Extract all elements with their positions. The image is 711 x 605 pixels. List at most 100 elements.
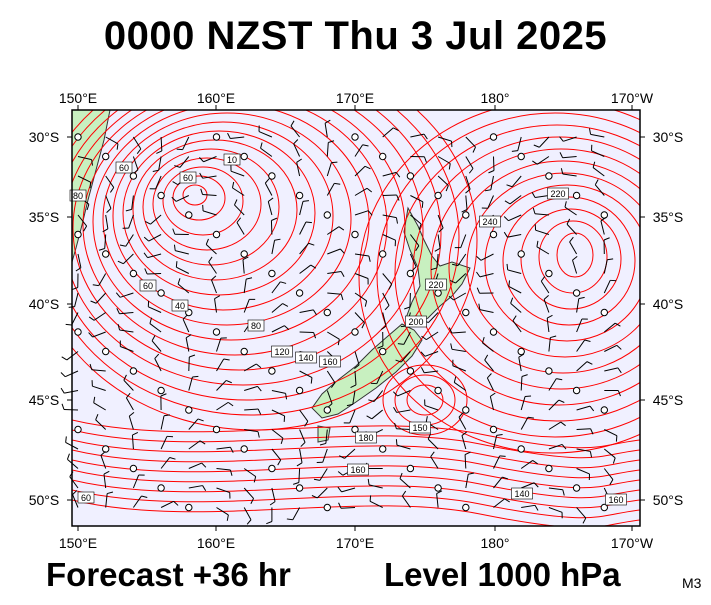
wind-barb-calm [463,212,469,218]
wind-barb-calm [601,407,607,413]
wind-barb-calm [103,153,109,159]
contour-label: 60 [143,281,153,291]
wind-barb-calm [296,387,302,393]
wind-barb-calm [435,192,441,198]
lon-label-bottom-170w: 170°W [611,535,654,551]
wind-barb-calm [241,251,247,257]
wind-barb-flag [507,264,508,270]
wind-barb-calm [103,348,109,354]
wind-barb-calm [573,485,579,491]
wind-barb-calm [380,153,386,159]
wind-barb-calm [75,329,81,335]
lat-label-left-30s: 30°S [29,129,60,145]
wind-barb-calm [186,504,192,510]
wind-barb-calm [490,134,496,140]
wind-barb-calm [75,134,81,140]
contour-label: 200 [408,317,423,327]
wind-barb-calm [463,407,469,413]
wind-barb-calm [158,192,164,198]
wind-barb-flag [192,376,198,377]
contour-label: 60 [183,173,193,183]
lon-label-top-170e: 170°E [336,90,374,106]
contour-label: 160 [322,357,337,367]
wind-barb-flag [61,388,64,393]
contour-label: 120 [274,347,289,357]
wind-barb-calm [352,134,358,140]
wind-barb-calm [324,504,330,510]
wind-barb-flag [62,404,64,410]
wind-barb-flag [67,454,69,460]
wind-barb-calm [380,348,386,354]
contour-label: 80 [251,321,261,331]
contour-label: 40 [175,301,185,311]
wind-barb-calm [463,309,469,315]
lon-label-top-170w: 170°W [611,90,654,106]
wind-barb-flag [66,324,72,325]
lon-label-bottom-170e: 170°E [336,535,374,551]
wind-barb-calm [103,446,109,452]
contour-label: 180 [358,433,373,443]
wind-barb-calm [601,212,607,218]
lon-label-bottom-160e: 160°E [197,535,235,551]
wind-barb-calm [435,485,441,491]
lat-label-left-40s: 40°S [29,296,60,312]
lon-label-bottom-150e: 150°E [59,535,97,551]
wind-barb-flag [525,396,531,397]
contour-label: 60 [119,163,129,173]
contour-label: 140 [514,489,529,499]
lat-label-left-50s: 50°S [29,492,60,508]
wind-barb-calm [324,407,330,413]
wind-barb-calm [380,251,386,257]
wind-barb-flag [176,261,177,267]
wind-barb-calm [213,134,219,140]
wind-barb-calm [324,212,330,218]
wind-barb-flag [398,344,404,345]
wind-barb-calm [435,290,441,296]
wind-barb-calm [75,231,81,237]
wind-barb-calm [518,446,524,452]
wind-barb-calm [130,173,136,179]
wind-barb-flag [61,372,65,376]
wind-barb-flag [66,436,67,442]
wind-barb-calm [241,153,247,159]
wind-barb-calm [158,290,164,296]
wind-barb-calm [130,270,136,276]
wind-barb-flag [396,439,397,445]
wind-barb-calm [186,212,192,218]
wind-barb-flag [62,357,67,360]
level-label: Level 1000 hPa [384,556,621,594]
wind-barb-calm [296,192,302,198]
wind-barb-calm [269,465,275,471]
lat-label-right-50s: 50°S [653,492,684,508]
lat-label-right-30s: 30°S [653,129,684,145]
wind-barb-calm [573,290,579,296]
wind-barb-flag [509,280,510,286]
wind-barb-calm [546,270,552,276]
wind-barb-calm [435,387,441,393]
forecast-label: Forecast +36 hr [46,556,291,594]
wind-barb-calm [490,329,496,335]
wind-barb-calm [546,368,552,374]
wind-barb-calm [324,309,330,315]
lat-label-left-45s: 45°S [29,392,60,408]
wind-barb-calm [296,290,302,296]
contour-label: 220 [428,280,443,290]
wind-barb-calm [75,426,81,432]
wind-barb-calm [546,465,552,471]
contour-label: 160 [608,495,623,505]
model-tag: M3 [682,575,701,591]
lat-label-right-45s: 45°S [653,392,684,408]
wind-barb-calm [241,348,247,354]
wind-barb-calm [352,329,358,335]
wind-barb-calm [407,465,413,471]
wind-barb-calm [213,426,219,432]
wind-barb-calm [407,270,413,276]
contour-label: 60 [81,493,91,503]
contour-label: 220 [550,189,565,199]
wind-barb-calm [158,387,164,393]
lat-label-left-35s: 35°S [29,209,60,225]
lon-label-bottom-180: 180° [481,535,510,551]
wind-barb-calm [573,192,579,198]
